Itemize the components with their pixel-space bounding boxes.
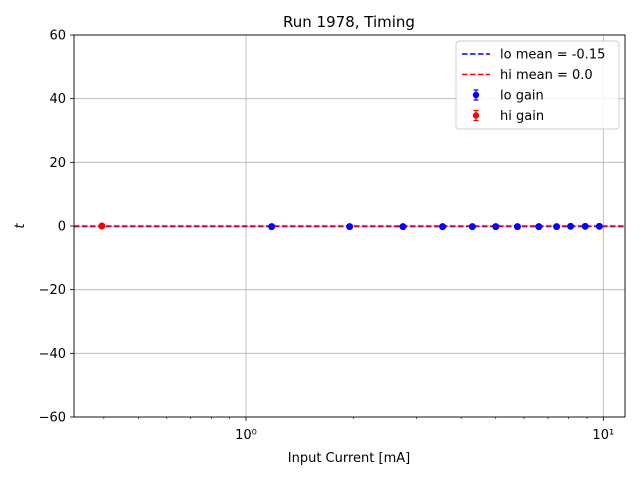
y-tick-label: 0 <box>58 220 66 235</box>
lo-gain-point <box>399 223 407 231</box>
legend-box <box>455 40 620 130</box>
y-tick-label: −40 <box>39 347 66 362</box>
legend-hi-gain-label: hi gain <box>500 109 544 124</box>
lo-gain-point <box>346 223 354 231</box>
legend-hi-mean-label: hi mean = 0.0 <box>500 68 593 83</box>
y-tick-label: −60 <box>39 411 66 426</box>
x-tick-label: 10⁰ <box>235 428 257 443</box>
y-tick-label: 20 <box>49 156 66 171</box>
x-tick-label: 10¹ <box>592 428 614 443</box>
lo-gain-point <box>468 223 476 231</box>
chart-title: Run 1978, Timing <box>283 13 415 31</box>
lo-gain-point <box>268 223 276 231</box>
axes-frame <box>73 34 626 418</box>
legend-hi-gain-marker <box>472 112 480 119</box>
hi-gain-point <box>98 222 106 230</box>
lo-gain-point <box>595 222 603 230</box>
lo-gain-point <box>492 223 500 231</box>
lo-gain-point <box>513 223 521 231</box>
legend-lo-mean-label: lo mean = -0.15 <box>500 48 605 63</box>
lo-gain-point <box>553 223 561 231</box>
y-tick-label: 40 <box>49 92 66 107</box>
y-tick-label: 60 <box>49 29 66 44</box>
lo-gain-point <box>439 223 447 231</box>
legend-lo-gain-marker <box>472 91 480 99</box>
y-tick-label: −20 <box>39 283 66 298</box>
lo-gain-point <box>581 222 589 230</box>
y-axis-title: t <box>13 223 28 229</box>
lo-gain-point <box>535 223 543 231</box>
x-axis-title: Input Current [mA] <box>288 451 410 466</box>
lo-gain-point <box>567 222 575 230</box>
plot-area: 10⁰ 10¹ −60 −40 −20 0 20 40 60 lo mean = -0.15 hi … <box>39 29 626 443</box>
legend-lo-gain-label: lo gain <box>500 89 544 104</box>
